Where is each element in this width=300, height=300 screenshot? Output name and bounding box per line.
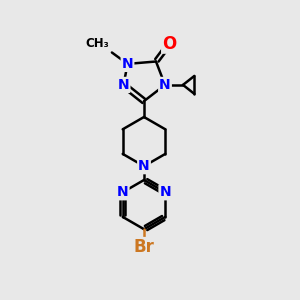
Text: N: N xyxy=(159,78,171,92)
Text: CH₃: CH₃ xyxy=(85,37,109,50)
Text: N: N xyxy=(138,159,150,173)
Text: N: N xyxy=(160,185,171,199)
Text: N: N xyxy=(122,57,133,71)
Text: N: N xyxy=(117,185,128,199)
Text: O: O xyxy=(162,34,177,52)
Text: Br: Br xyxy=(134,238,154,256)
Text: N: N xyxy=(118,78,129,92)
